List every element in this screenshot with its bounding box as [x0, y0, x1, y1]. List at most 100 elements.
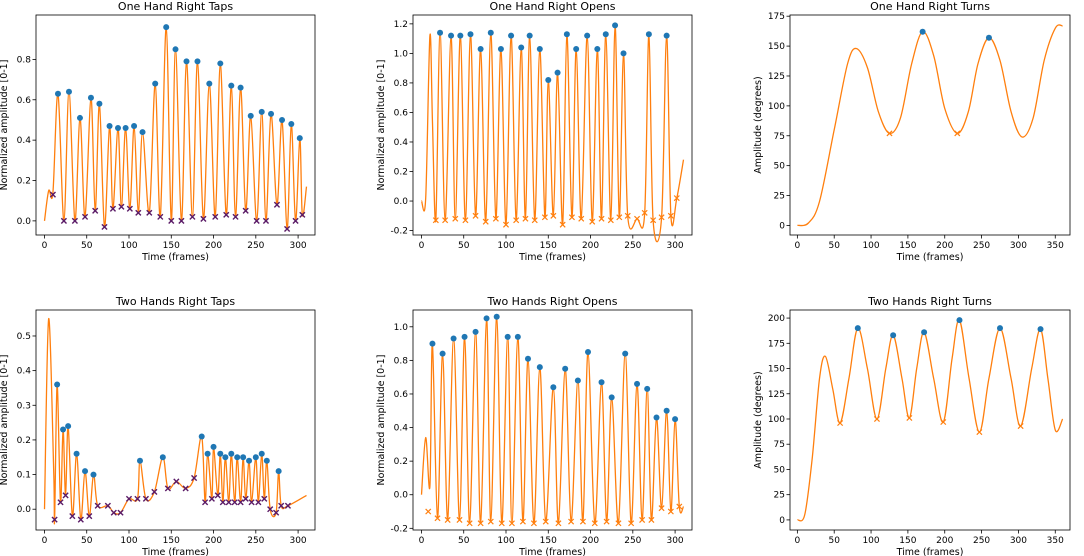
peak-marker: [574, 377, 581, 384]
trough-marker: [603, 518, 610, 525]
trough-marker: [242, 207, 249, 214]
trough-marker-stroke: [51, 516, 58, 523]
trough-marker-stroke: [650, 217, 657, 224]
trough-marker-stroke: [628, 520, 635, 527]
trough-marker-stroke: [434, 515, 441, 522]
trough-marker-stroke: [62, 492, 69, 499]
peak-marker: [854, 325, 861, 332]
peak-marker: [206, 80, 213, 87]
peak-marker: [536, 364, 543, 371]
y-axis-title: Amplitude (degrees): [753, 76, 764, 173]
y-tick-label: 200: [768, 314, 785, 324]
trough-marker: [189, 213, 196, 220]
trough-marker-stroke: [284, 225, 291, 233]
peak-marker: [258, 450, 265, 457]
peak-marker: [217, 450, 224, 457]
y-axis-title: Normalized amplitude [0-1]: [0, 355, 10, 486]
x-tick-label: 150: [163, 536, 180, 546]
peak-marker: [1037, 326, 1044, 333]
trough-marker-stroke: [452, 215, 459, 222]
peak-marker: [247, 112, 254, 119]
peak-marker: [131, 123, 138, 130]
trough-marker: [615, 520, 622, 527]
peak-marker: [585, 348, 592, 355]
peak-marker: [296, 135, 303, 142]
trough-marker-stroke: [658, 505, 665, 512]
x-tick-label: 250: [247, 536, 264, 546]
x-tick-label: 250: [624, 536, 641, 546]
peak-marker: [183, 58, 190, 65]
trough-marker: [1017, 423, 1024, 430]
trough-marker: [231, 499, 238, 506]
trough-marker-stroke: [1017, 423, 1024, 430]
trough-marker: [555, 520, 562, 527]
peak-marker: [472, 328, 479, 335]
trough-marker: [135, 209, 142, 216]
peak-marker: [467, 31, 474, 38]
panel-two-hands-right-taps: Two Hands Right Taps Time (frames) Norma…: [0, 295, 316, 556]
x-tick-label: 150: [899, 536, 916, 546]
trough-marker-stroke: [126, 205, 133, 212]
y-tick-label: 125: [768, 72, 785, 82]
y-axis-title: Normalized amplitude [0-1]: [0, 60, 10, 191]
trough-marker: [624, 212, 631, 219]
trough-marker: [940, 418, 947, 426]
peak-marker: [921, 329, 928, 336]
trough-marker: [498, 520, 505, 527]
trough-marker-stroke: [873, 415, 880, 423]
trough-marker: [219, 499, 226, 506]
trough-marker-stroke: [502, 221, 510, 228]
panel-two-hands-right-turns: Two Hands Right Turns Time (frames) Ampl…: [753, 295, 1071, 556]
peak-marker: [106, 123, 113, 130]
trough-marker-stroke: [237, 499, 244, 506]
x-tick-label: 100: [120, 536, 137, 546]
trough-marker-stroke: [242, 495, 249, 502]
y-tick-label: 0.6: [394, 390, 409, 400]
trough-marker: [641, 209, 648, 216]
trough-marker: [125, 495, 133, 502]
y-tick-label: -0.2: [390, 524, 408, 534]
trough-marker: [200, 215, 207, 222]
trough-marker-stroke: [284, 502, 292, 509]
trough-marker: [62, 492, 69, 499]
trough-marker: [482, 218, 489, 225]
peak-marker: [437, 29, 444, 36]
trough-marker: [267, 506, 274, 513]
trough-marker: [462, 217, 469, 224]
x-tick-label: 0: [42, 536, 48, 546]
trough-marker-stroke: [555, 520, 562, 527]
trough-marker: [146, 209, 153, 216]
trough-marker: [568, 214, 575, 221]
peak-marker: [536, 45, 543, 52]
trough-marker: [71, 217, 78, 224]
peak-marker: [477, 45, 484, 52]
trough-marker-stroke: [292, 217, 299, 224]
y-tick-label: 0.1: [17, 471, 31, 481]
peak-marker: [65, 423, 72, 430]
y-tick-label: 100: [768, 415, 785, 425]
y-tick-label: 175: [768, 12, 785, 22]
peak-marker: [634, 380, 641, 387]
peak-marker: [985, 34, 992, 41]
trough-marker: [550, 212, 557, 219]
trough-marker-stroke: [49, 191, 57, 198]
trough-marker-stroke: [164, 485, 171, 492]
trough-marker-stroke: [253, 217, 260, 224]
trough-marker: [502, 221, 510, 228]
panel-one-hand-right-opens: One Hand Right Opens Time (frames) Norma…: [376, 0, 693, 263]
trough-marker-stroke: [178, 217, 185, 224]
peak-marker: [602, 31, 609, 38]
y-tick-label: 50: [774, 162, 786, 172]
trough-marker: [77, 516, 84, 523]
peak-marker: [252, 454, 259, 461]
trough-marker-stroke: [278, 502, 285, 509]
trough-marker: [472, 212, 479, 219]
x-tick-label: 250: [973, 241, 990, 251]
trough-marker: [513, 217, 520, 224]
trough-marker-stroke: [225, 499, 232, 506]
trough-marker-stroke: [589, 218, 596, 225]
trough-marker-stroke: [648, 516, 655, 523]
peak-marker: [518, 44, 525, 51]
chart-title: One Hand Right Opens: [490, 0, 616, 13]
trough-marker-stroke: [578, 215, 585, 222]
